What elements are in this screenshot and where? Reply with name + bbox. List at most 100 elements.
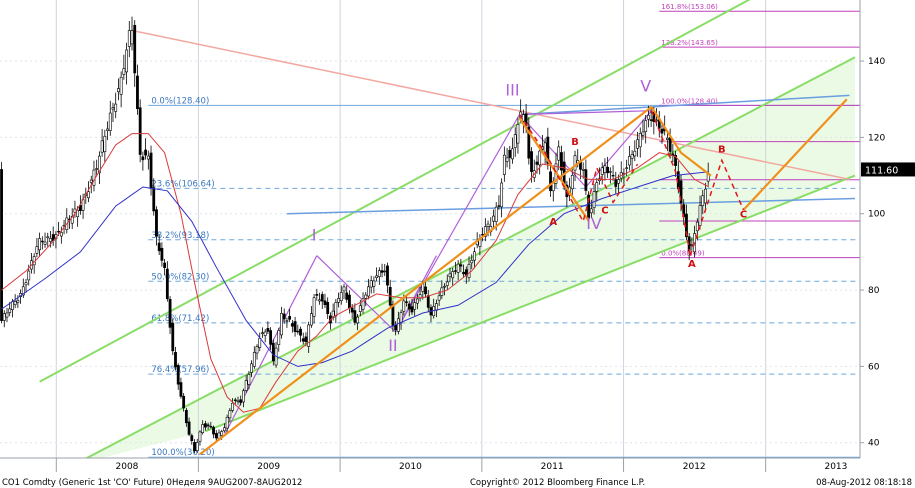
candle-body <box>231 402 234 411</box>
candle-body <box>372 280 376 287</box>
candle-body <box>402 300 406 312</box>
footer-left: CO1 Comdty (Generic 1st 'CO' Future) 0Не… <box>2 478 302 488</box>
candle-body <box>557 146 561 161</box>
candle-body <box>679 180 683 204</box>
fib-blue-label: 100.0%(36.20) <box>151 448 214 458</box>
candle-body <box>233 399 237 401</box>
candle-body <box>364 294 368 299</box>
candle-body <box>119 76 123 95</box>
wave-label-roman: III <box>505 80 519 99</box>
candle-body <box>473 251 476 261</box>
candle-body <box>24 282 28 286</box>
candle-body <box>198 431 202 442</box>
candle-body <box>95 168 99 170</box>
candle-body <box>350 307 354 313</box>
candle-body <box>415 298 419 304</box>
candle-body <box>21 286 25 296</box>
candle-body <box>277 330 281 345</box>
trend-line <box>205 174 856 433</box>
ma-red-line <box>1 133 710 413</box>
candle-body <box>527 126 531 159</box>
grid <box>0 0 860 458</box>
wave-label-letter: C <box>601 206 608 217</box>
candle-body <box>462 271 465 275</box>
candle-body <box>377 270 381 277</box>
candle-body <box>214 433 218 439</box>
candle-body <box>380 270 384 273</box>
trend-line <box>519 94 850 116</box>
footer-center: Copyright© 2012 Bloomberg Finance L.P. <box>470 478 645 488</box>
candle-body <box>5 312 9 318</box>
candle-body <box>35 246 39 254</box>
candle-body <box>633 150 637 157</box>
candle-body <box>470 259 474 264</box>
x-year-label: 2010 <box>399 462 422 472</box>
candle-body <box>614 179 618 187</box>
candle-body <box>315 294 319 296</box>
candle-body <box>337 298 340 303</box>
candle-body <box>117 88 120 93</box>
candle-body <box>114 103 118 112</box>
candle-body <box>195 442 199 451</box>
wave-label-roman: II <box>388 336 397 355</box>
candle-body <box>190 435 194 441</box>
red-dashed-waves <box>518 110 745 256</box>
candle-body <box>201 424 205 433</box>
candle-body <box>627 156 631 166</box>
candle-body <box>307 324 311 347</box>
candle-body <box>293 321 297 332</box>
candle-body <box>269 330 273 345</box>
candle-body <box>445 281 449 286</box>
candle-body <box>212 426 215 435</box>
candle-body <box>617 179 620 184</box>
candle-body <box>426 295 430 308</box>
candle-body <box>239 399 243 403</box>
candle-body <box>339 292 343 301</box>
candle-body <box>266 328 270 332</box>
candle-body <box>263 331 267 336</box>
candle-body <box>127 30 131 47</box>
candle-body <box>46 236 50 239</box>
y-tick-label: 140 <box>868 57 885 67</box>
candle-body <box>638 133 642 148</box>
candle-body <box>296 330 300 333</box>
candle-body <box>649 119 653 121</box>
candle-body <box>701 195 705 206</box>
candle-body <box>394 324 398 331</box>
candle-body <box>242 390 245 403</box>
candle-body <box>193 442 196 452</box>
candle-body <box>27 270 31 281</box>
candle-body <box>225 416 229 429</box>
orange-trend-line <box>650 106 712 177</box>
candle-body <box>600 167 604 175</box>
fib-blue-label: 38.2%(93.18) <box>151 231 209 241</box>
fib-magenta-label: 161.8%(153.06) <box>661 3 718 11</box>
candle-body <box>312 297 316 317</box>
trend-line <box>519 110 652 116</box>
candle-body <box>106 128 109 131</box>
candle-body <box>644 120 648 132</box>
trend-line <box>71 56 856 467</box>
candle-body <box>209 426 213 428</box>
candle-body <box>413 302 417 310</box>
trend-line <box>585 110 652 188</box>
candle-body <box>543 142 547 153</box>
candle-body <box>524 113 528 127</box>
candle-body <box>258 338 262 348</box>
candle-body <box>584 169 588 191</box>
candle-body <box>646 114 650 120</box>
candle-body <box>698 205 702 226</box>
candle-body <box>367 286 370 297</box>
candle-body <box>695 221 699 232</box>
candle-body <box>149 152 153 189</box>
candle-body <box>323 300 327 306</box>
wave-label-roman: I <box>312 225 317 244</box>
candle-body <box>486 223 490 227</box>
candle-body <box>49 238 52 242</box>
candle-body <box>0 169 3 321</box>
candle-body <box>89 179 93 183</box>
candle-body <box>535 161 539 165</box>
candle-body <box>625 167 629 169</box>
candle-body <box>331 310 335 318</box>
candle-body <box>560 152 563 171</box>
